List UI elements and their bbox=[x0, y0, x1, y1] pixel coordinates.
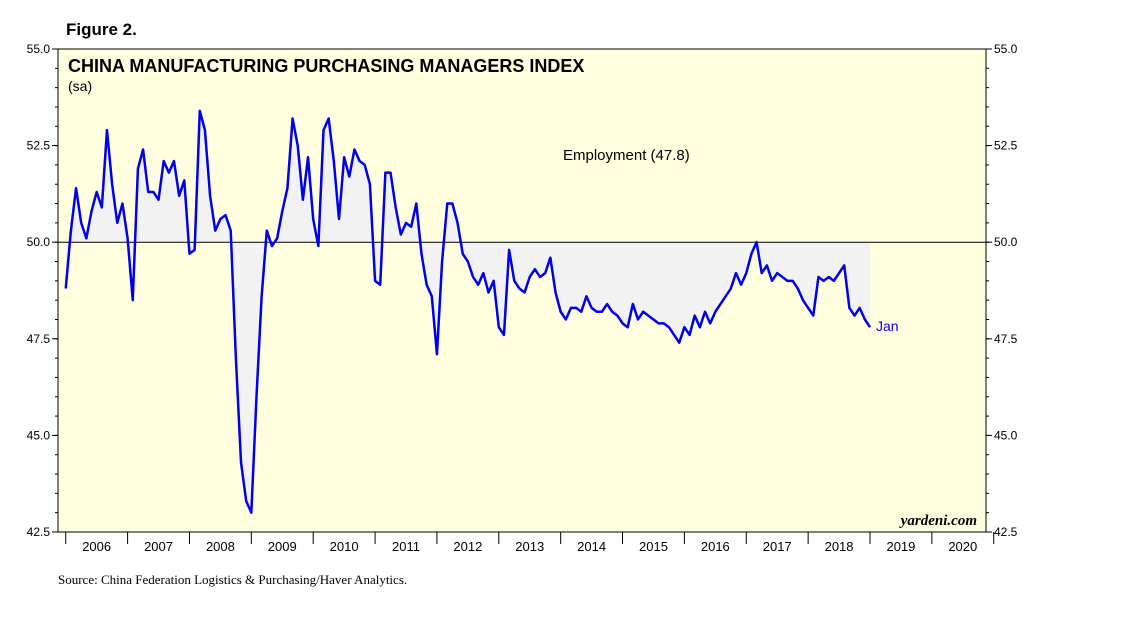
x-year-label: 2019 bbox=[886, 539, 915, 554]
y-tick-label-right: 55.0 bbox=[994, 42, 1018, 56]
x-year-label: 2013 bbox=[515, 539, 544, 554]
y-tick-label-right: 47.5 bbox=[994, 332, 1018, 346]
y-tick-label-left: 55.0 bbox=[27, 42, 51, 56]
source-note: Source: China Federation Logistics & Pur… bbox=[58, 572, 408, 587]
axis-ticks: 55.0 55.0 52.5 52.5 50.0 50.0 47.5 47.5 45.0 45.0… bbox=[27, 42, 1018, 554]
shaded-area bbox=[65, 110, 870, 513]
end-label: Jan bbox=[876, 318, 899, 334]
x-year-label: 2014 bbox=[577, 539, 606, 554]
figure-label: Figure 2. bbox=[66, 20, 137, 39]
x-year-label: 2015 bbox=[639, 539, 668, 554]
x-year-label: 2018 bbox=[825, 539, 854, 554]
x-year-label: 2017 bbox=[763, 539, 792, 554]
x-year-label: 2020 bbox=[948, 539, 977, 554]
shade-layer bbox=[65, 110, 870, 513]
x-year-label: 2008 bbox=[206, 539, 235, 554]
y-tick-label-right: 52.5 bbox=[994, 139, 1018, 153]
x-year-label: 2011 bbox=[392, 539, 420, 554]
y-tick-label-left: 50.0 bbox=[27, 235, 51, 249]
y-tick-label-right: 50.0 bbox=[994, 235, 1018, 249]
x-year-label: 2012 bbox=[453, 539, 482, 554]
brand-watermark: yardeni.com bbox=[899, 513, 977, 529]
chart-subtitle: (sa) bbox=[68, 78, 92, 94]
y-tick-label-left: 47.5 bbox=[27, 332, 51, 346]
y-tick-label-left: 52.5 bbox=[27, 139, 51, 153]
y-tick-label-left: 42.5 bbox=[27, 525, 51, 539]
y-tick-label-right: 42.5 bbox=[994, 525, 1018, 539]
x-year-label: 2016 bbox=[701, 539, 730, 554]
line-layer bbox=[64, 109, 872, 514]
x-year-label: 2006 bbox=[82, 539, 111, 554]
employment-annotation: Employment (47.8) bbox=[563, 147, 690, 164]
series-line-employment bbox=[64, 109, 872, 514]
x-year-label: 2009 bbox=[268, 539, 297, 554]
y-tick-label-right: 45.0 bbox=[994, 428, 1018, 442]
x-year-label: 2010 bbox=[330, 539, 359, 554]
x-year-label: 2007 bbox=[144, 539, 173, 554]
chart-title: CHINA MANUFACTURING PURCHASING MANAGERS … bbox=[68, 56, 584, 76]
y-tick-label-left: 45.0 bbox=[27, 428, 51, 442]
